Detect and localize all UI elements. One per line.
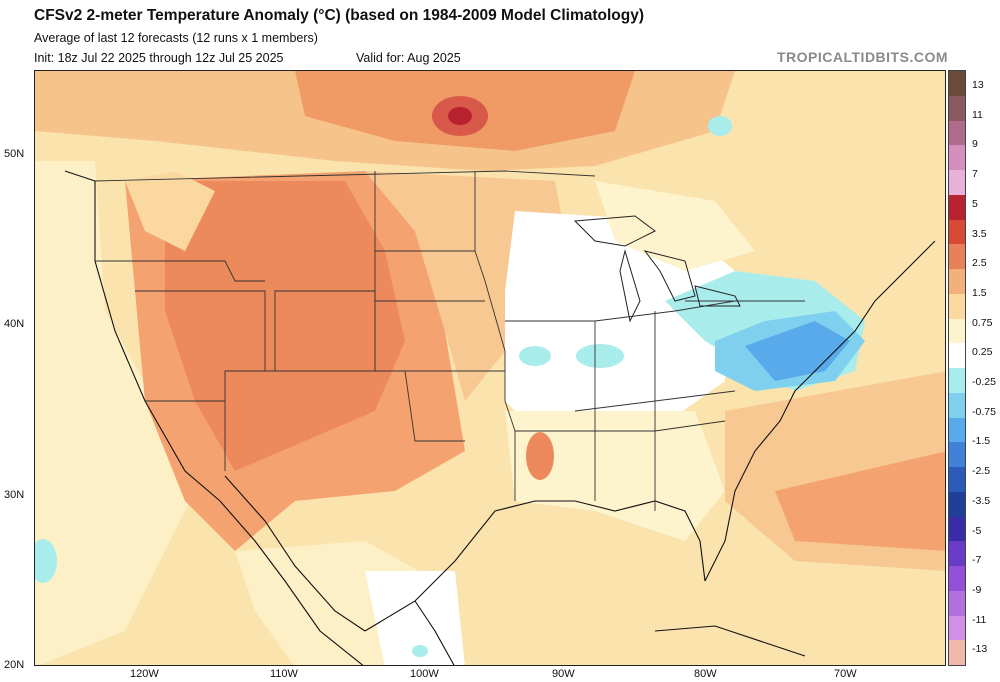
colorbar-swatch — [949, 95, 965, 121]
colorbar-swatch — [949, 615, 965, 641]
colorbar-tick-label: -5 — [972, 524, 982, 537]
lon-label: 90W — [552, 668, 575, 680]
colorbar-tick-label: -7 — [972, 554, 982, 567]
colorbar-swatch — [949, 640, 965, 665]
mexico-neutral — [365, 571, 465, 665]
lon-label: 70W — [834, 668, 857, 680]
colorbar-tick-label: -13 — [972, 643, 988, 656]
lat-label: 20N — [4, 659, 25, 671]
southeast-mild — [505, 411, 725, 541]
colorbar-swatch — [949, 170, 965, 195]
lon-label: 110W — [270, 668, 298, 680]
colorbar-tick-label: 5 — [972, 197, 978, 210]
colorbar-swatch — [949, 516, 965, 542]
colorbar-swatch — [949, 71, 965, 96]
colorbar-swatch — [949, 541, 965, 566]
colorbar-swatch — [949, 590, 965, 616]
colorbar-tick-label: -9 — [972, 583, 982, 596]
colorbar-swatch — [949, 120, 965, 146]
midwest-neutral — [505, 211, 735, 451]
colorbar-swatch — [949, 318, 965, 344]
colorbar-tick-label: -1.5 — [972, 435, 991, 448]
header: CFSv2 2-meter Temperature Anomaly (°C) (… — [0, 0, 1000, 70]
pacific-anomaly — [35, 161, 195, 665]
valid-time: Valid for: Aug 2025 — [356, 51, 461, 65]
map-title: CFSv2 2-meter Temperature Anomaly (°C) (… — [34, 7, 644, 24]
colorbar-swatch — [949, 392, 965, 418]
colorbar-swatch — [949, 343, 965, 368]
colorbar-swatch — [949, 566, 965, 591]
lon-label: 100W — [410, 668, 439, 680]
chesapeake-cool-core — [745, 321, 850, 381]
colorbar-tick-label: -0.25 — [972, 376, 996, 388]
colorbar-tick-label: 9 — [972, 138, 978, 151]
anomaly-map — [34, 70, 946, 666]
colorbar-tick-label: -2.5 — [972, 465, 991, 478]
colorbar-tick-label: 11 — [972, 108, 983, 121]
colorbar — [948, 70, 966, 666]
colorbar-tick-label: 0.25 — [972, 346, 993, 359]
colorbar-swatch — [949, 442, 965, 467]
pacific-cool-spot — [35, 539, 57, 583]
colorbar-swatch — [949, 244, 965, 269]
colorbar-swatch — [949, 368, 965, 393]
brand-watermark: TROPICALTIDBITS.COM — [776, 49, 948, 65]
colorbar-swatch — [949, 194, 965, 220]
colorbar-swatch — [949, 293, 965, 319]
colorbar-swatch — [949, 491, 965, 517]
init-time: Init: 18z Jul 22 2025 through 12z Jul 25… — [34, 51, 284, 65]
colorbar-swatch — [949, 145, 965, 170]
colorbar-swatch — [949, 269, 965, 294]
colorbar-tick-label: 7 — [972, 168, 978, 181]
lon-label: 120W — [130, 668, 159, 680]
colorbar-tick-label: 0.75 — [972, 316, 993, 329]
colorbar-tick-label: 1.5 — [972, 286, 987, 299]
lat-label: 40N — [4, 318, 25, 330]
colorbar-tick-label: -3.5 — [972, 494, 991, 507]
lat-label: 30N — [4, 489, 25, 501]
colorbar-tick-label: 2.5 — [972, 257, 987, 270]
lon-label: 80W — [694, 668, 717, 680]
colorbar-tick-label: -0.75 — [972, 405, 996, 418]
atlantic-strong-warm — [775, 451, 945, 551]
colorbar-swatch — [949, 219, 965, 245]
coastlines — [64, 170, 936, 665]
colorbar-tick-label: -11 — [972, 613, 987, 626]
great-lakes — [573, 215, 741, 323]
map-subtitle: Average of last 12 forecasts (12 runs x … — [34, 31, 318, 45]
colorbar-tick-label: 13 — [972, 79, 984, 91]
colorbar-tick-label: 3.5 — [972, 227, 987, 240]
colorbar-swatch — [949, 417, 965, 443]
lat-label: 50N — [4, 148, 25, 160]
map-canvas — [35, 71, 945, 665]
mississippi-hotspot — [526, 432, 554, 480]
colorbar-swatch — [949, 467, 965, 492]
